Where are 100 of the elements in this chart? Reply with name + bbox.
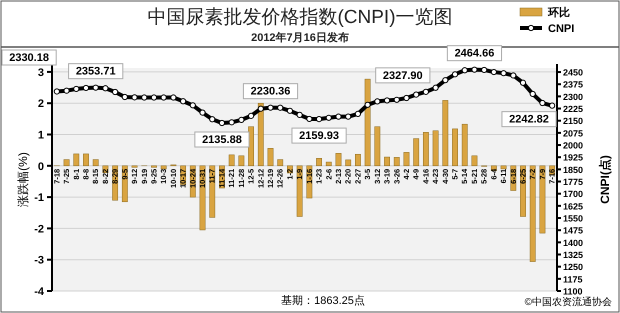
bar: [64, 159, 70, 166]
bar: [462, 124, 468, 166]
y2-tick-label: 2450: [563, 68, 584, 78]
point: [549, 102, 556, 109]
point: [413, 92, 420, 98]
point: [403, 94, 410, 102]
point: [170, 94, 176, 101]
y-tick-label: -1: [34, 192, 44, 204]
point: [92, 84, 99, 91]
point: [539, 100, 546, 106]
bar: [336, 153, 342, 166]
point: [150, 94, 158, 101]
y2-tick-label: 1925: [563, 152, 584, 163]
point: [345, 114, 352, 120]
bar: [248, 126, 254, 166]
point: [462, 67, 468, 74]
y-axis-title: 涨跌幅(%): [16, 152, 30, 207]
point: [500, 70, 507, 76]
point: [228, 119, 235, 126]
point: [442, 77, 448, 84]
point: [209, 116, 216, 122]
point: [394, 96, 400, 103]
chart-title: 中国尿素批发价格指数(CNPI)一览图: [147, 7, 453, 28]
bar: [384, 156, 390, 166]
legend-label: 环比: [547, 6, 570, 19]
bar: [345, 160, 352, 166]
point: [73, 86, 80, 92]
text: ©中国农资流通协会: [524, 296, 612, 308]
y2-tick-label: 1325: [563, 250, 584, 260]
legend-label: CNPI: [548, 23, 574, 35]
data-label: 2464.66: [454, 48, 494, 60]
bar: [472, 156, 478, 166]
point: [326, 114, 332, 121]
y2-tick-label: 1700: [563, 189, 584, 200]
point: [316, 116, 322, 122]
point: [122, 94, 128, 100]
bar: [326, 162, 332, 166]
point: [335, 114, 342, 120]
point: [63, 88, 70, 94]
bar: [413, 138, 420, 166]
chart-subtitle: 2012年7月16日发布: [251, 31, 349, 44]
point: [354, 110, 362, 117]
point: [481, 66, 488, 74]
point: [306, 116, 312, 122]
y2-tick-label: 1775: [563, 177, 584, 188]
point: [520, 80, 526, 86]
point: [510, 72, 516, 79]
y2-tick-label: 1850: [563, 164, 584, 175]
text: 基期：1863.25点: [281, 294, 365, 307]
point: [384, 97, 390, 104]
point: [160, 94, 167, 101]
y2-tick-label: 1475: [563, 226, 584, 236]
y2-tick-label: 1175: [563, 274, 583, 284]
data-label: 2230.36: [250, 86, 290, 98]
y2-tick-label: 1550: [563, 214, 584, 224]
point: [82, 84, 90, 92]
bar: [394, 157, 400, 166]
bar: [452, 128, 458, 166]
point: [131, 94, 138, 100]
point: [199, 110, 206, 116]
bar: [238, 156, 244, 166]
y-tick-label: 0: [38, 160, 44, 173]
data-label: 2330.18: [9, 52, 49, 64]
y2-tick-label: 2300: [563, 92, 584, 102]
point: [141, 94, 148, 101]
bar: [530, 166, 536, 262]
point: [422, 88, 429, 95]
point: [286, 108, 294, 114]
bar: [442, 100, 448, 166]
bar: [354, 154, 361, 166]
point: [374, 98, 380, 105]
y2-tick-label: 2000: [563, 140, 584, 151]
point: [112, 88, 118, 96]
data-label: 2135.88: [202, 134, 242, 146]
bar: [404, 152, 410, 166]
bar: [228, 154, 235, 166]
point: [471, 66, 478, 73]
point: [190, 102, 196, 108]
point: [218, 120, 226, 126]
bar: [316, 158, 322, 166]
point: [490, 68, 497, 76]
bar: [92, 159, 99, 166]
point: [277, 104, 284, 111]
bar: [73, 154, 80, 166]
y-tick-label: 3: [38, 66, 44, 79]
bar: [83, 154, 89, 166]
y-tick-label: -3: [34, 254, 44, 267]
point: [248, 112, 254, 119]
bar: [277, 159, 284, 166]
point: [267, 104, 274, 111]
y-tick-label: 1: [38, 130, 44, 142]
bar: [258, 102, 264, 166]
bar: [432, 130, 439, 166]
bar: [364, 78, 371, 166]
point: [102, 85, 109, 92]
point: [452, 71, 458, 78]
bar: [374, 126, 380, 166]
y-tick-label: -4: [34, 286, 45, 298]
data-label: 2353.71: [76, 66, 116, 78]
y-tick-label: -2: [34, 223, 44, 236]
